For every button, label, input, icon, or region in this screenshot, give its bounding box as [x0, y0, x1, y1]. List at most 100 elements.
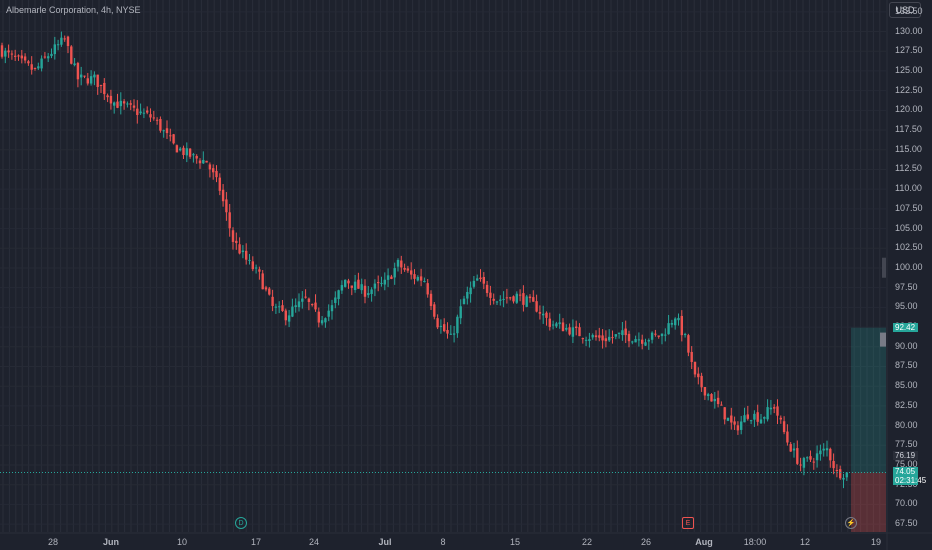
time-tick-label: 18:00: [743, 537, 767, 547]
candle-body: [740, 421, 743, 430]
bar-countdown-tag: 02:31:45: [893, 476, 927, 486]
candle-body: [258, 269, 261, 272]
candle-body: [792, 448, 796, 451]
candle-body: [304, 296, 307, 298]
candle-body: [815, 453, 819, 461]
candle-body: [763, 417, 766, 419]
candle-body: [650, 332, 654, 340]
candle-body: [106, 95, 109, 98]
candle-body: [664, 334, 667, 336]
time-tick-label: 22: [581, 537, 593, 547]
price-tick-label: 102.50: [895, 242, 923, 253]
price-tick-label: 97.50: [895, 281, 918, 292]
price-tick-label: 82.50: [895, 399, 918, 410]
candle-body: [311, 304, 314, 306]
candle-body: [509, 297, 512, 299]
price-tick-label: 87.50: [895, 360, 918, 371]
candle-body: [621, 330, 624, 336]
candle-body: [796, 448, 799, 464]
candle-body: [647, 340, 650, 342]
candle-body: [446, 329, 449, 334]
candle-body: [667, 323, 670, 335]
candle-body: [188, 148, 192, 157]
candle-body: [713, 398, 716, 402]
candle-body: [799, 464, 802, 466]
candle-body: [822, 448, 825, 451]
candle-body: [802, 458, 806, 468]
price-tick-label: 105.00: [895, 222, 923, 233]
candle-body: [502, 298, 505, 300]
candle-body: [142, 112, 146, 114]
candle-body: [350, 285, 353, 288]
candle-body: [832, 461, 835, 469]
candle-body: [195, 156, 198, 159]
candle-body: [23, 56, 27, 61]
candle-body: [159, 118, 162, 131]
price-tick-label: 107.50: [895, 202, 923, 213]
position-profit-zone[interactable]: [851, 327, 886, 473]
current-price-tag: 74.05: [893, 467, 918, 477]
price-tick-label: 85.00: [895, 380, 918, 391]
candle-body: [278, 306, 281, 308]
candle-body: [212, 168, 215, 173]
candle-body: [466, 291, 469, 299]
candle-body: [347, 280, 350, 284]
target-price-tag: 92.42: [893, 322, 918, 332]
candle-body: [248, 259, 251, 261]
candle-body: [324, 318, 327, 323]
price-tick-label: 67.50: [895, 518, 918, 529]
candle-body: [736, 425, 740, 431]
dividend-marker-icon[interactable]: D: [235, 517, 247, 529]
price-tick-label: 120.00: [895, 104, 923, 115]
candle-body: [598, 335, 601, 338]
candle-body: [835, 470, 839, 472]
candle-body: [116, 101, 119, 108]
candle-body: [17, 55, 20, 57]
time-tick-label: 15: [509, 537, 521, 547]
earnings-marker-icon[interactable]: E: [682, 517, 694, 529]
candle-body: [103, 82, 106, 95]
candle-body: [680, 315, 683, 336]
candle-body: [126, 103, 129, 105]
candle-body: [337, 290, 340, 300]
candle-body: [690, 351, 693, 362]
candle-body: [86, 78, 89, 84]
candle-body: [786, 431, 789, 443]
candle-body: [109, 95, 113, 104]
position-handle[interactable]: [880, 332, 886, 347]
time-tick-label: 17: [250, 537, 262, 547]
candle-body: [485, 284, 489, 293]
candle-body: [627, 333, 631, 342]
candle-body: [512, 296, 515, 302]
candle-body: [756, 412, 759, 422]
candle-body: [535, 301, 538, 312]
candle-body: [495, 301, 499, 303]
candle-body: [119, 100, 122, 107]
candle-body: [825, 448, 829, 451]
candle-body: [476, 278, 479, 281]
candle-body: [515, 293, 518, 303]
candle-body: [291, 306, 294, 317]
candle-body: [707, 394, 710, 397]
price-tick-label: 132.50: [895, 5, 923, 16]
candle-body: [779, 417, 782, 420]
candle-body: [139, 111, 142, 114]
currency-button[interactable]: USD: [889, 2, 921, 18]
candle-body: [37, 66, 40, 69]
candle-body: [670, 323, 674, 325]
candle-body: [83, 75, 86, 77]
candle-body: [314, 302, 317, 310]
candle-body: [429, 293, 433, 306]
candle-body: [185, 148, 188, 156]
candle-body: [215, 170, 218, 178]
candle-body: [578, 327, 581, 337]
scroll-handle[interactable]: [882, 257, 886, 278]
candle-body: [360, 284, 363, 291]
candle-body: [551, 324, 555, 326]
candle-body: [842, 477, 845, 480]
split-marker-icon[interactable]: ⚡: [845, 517, 857, 529]
candle-body: [472, 280, 476, 287]
candle-body: [294, 305, 297, 307]
